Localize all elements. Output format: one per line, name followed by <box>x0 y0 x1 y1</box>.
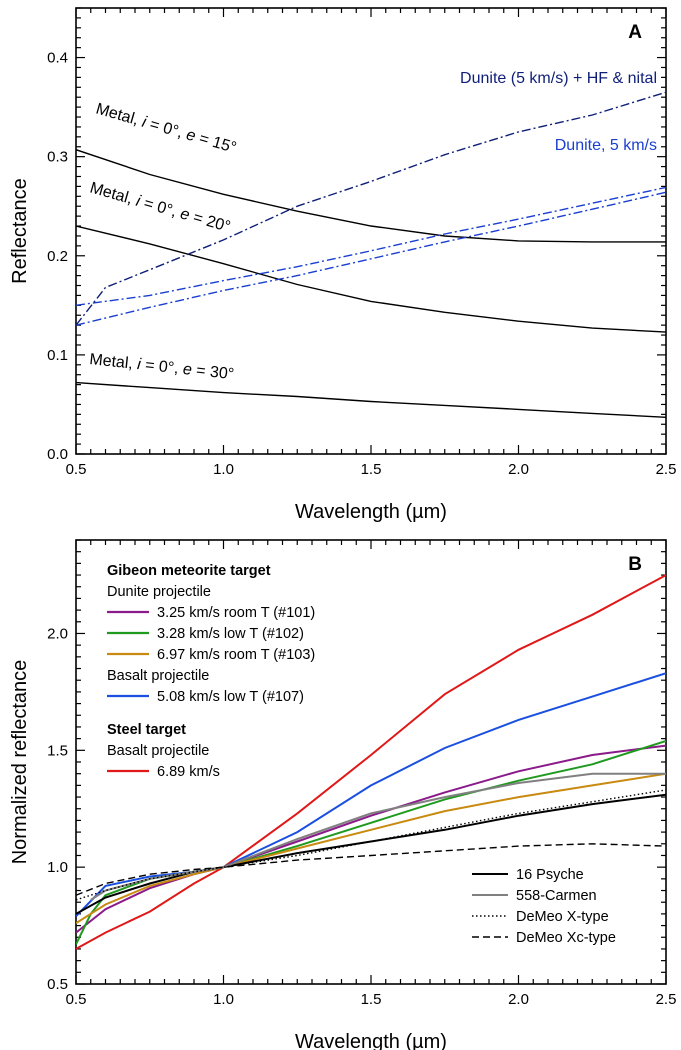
y-tick-label: 1.5 <box>47 742 68 759</box>
series-line-dunite-hf <box>76 91 666 326</box>
legend-label: DeMeo X-type <box>516 909 609 925</box>
y-axis-title: Reflectance <box>9 178 31 284</box>
x-tick-label: 1.0 <box>213 461 234 478</box>
y-tick-label: 0.3 <box>47 149 68 166</box>
y-tick-label: 0.2 <box>47 248 68 265</box>
legend-label: 558-Carmen <box>516 888 597 904</box>
legend-subheading: Dunite projectile <box>107 584 211 600</box>
annotation-metal15: Metal, i = 0°, e = 15° <box>94 101 238 157</box>
x-tick-label: 1.0 <box>213 991 234 1008</box>
x-tick-label: 1.5 <box>361 461 382 478</box>
annotation-dunite: Dunite, 5 km/s <box>555 137 657 154</box>
legend-label: 6.97 km/s room T (#103) <box>157 647 315 663</box>
annotation-part: Metal, <box>88 180 139 210</box>
x-tick-label: 0.5 <box>66 991 87 1008</box>
panel-label: A <box>628 22 642 43</box>
series-line-6-97-km-s-room-t-103- <box>76 772 666 925</box>
x-tick-label: 2.5 <box>656 461 677 478</box>
annotation-part: i <box>140 114 149 131</box>
x-tick-label: 2.0 <box>508 461 529 478</box>
x-tick-label: 2.5 <box>656 991 677 1008</box>
legend-label: 3.25 km/s room T (#101) <box>157 605 315 621</box>
legend-subheading: Basalt projectile <box>107 668 209 684</box>
y-tick-label: 0.0 <box>47 446 68 463</box>
legend-label: DeMeo Xc-type <box>516 930 616 946</box>
x-tick-label: 2.0 <box>508 991 529 1008</box>
annotation-part: i <box>134 193 143 210</box>
series-line-3-25-km-s-room-t-101- <box>76 744 666 934</box>
panel-b-chart: 0.5 1.0 1.5 2.0 2.5 0.5 1.0 1.5 2.0 Wavelength (µ… <box>9 539 677 1050</box>
annotation-part: = 20° <box>187 208 232 236</box>
legend-heading: Steel target <box>107 722 186 738</box>
series-line-demeo-xc-type <box>76 843 666 896</box>
series-line-6-89-km-s <box>76 574 666 950</box>
series-line-metal20 <box>76 225 666 333</box>
series-line-558-carmen <box>90 772 666 901</box>
series-line-dunite-b <box>76 191 666 326</box>
legend-label: 5.08 km/s low T (#107) <box>157 689 304 705</box>
y-tick-label: 1.0 <box>47 859 68 876</box>
annotation-part: e <box>182 361 193 379</box>
series-line-dunite-a <box>76 186 666 306</box>
x-tick-label: 0.5 <box>66 461 87 478</box>
annotation-part: = 0°, <box>140 356 184 377</box>
series-line-metal15 <box>76 149 666 243</box>
legend-label: 3.28 km/s low T (#102) <box>157 626 304 642</box>
legend-label: 16 Psyche <box>516 867 584 883</box>
annotation-part: = 15° <box>193 129 238 157</box>
annotation-part: Metal, <box>94 101 145 131</box>
annotation-part: i <box>136 356 142 373</box>
x-axis-title: Wavelength (µm) <box>295 501 447 523</box>
annotation-metal30: Metal, i = 0°, e = 30° <box>89 351 235 383</box>
annotation-part: = 30° <box>191 362 235 383</box>
series-line-16-psyche <box>76 793 666 915</box>
annotation-part: Metal, <box>89 351 139 373</box>
panel-a-chart: 0.5 1.0 1.5 2.0 2.5 0.0 0.1 0.2 0.3 0.4 Wavelength… <box>9 7 677 523</box>
y-tick-label: 0.5 <box>47 976 68 993</box>
y-tick-label: 0.4 <box>47 50 68 67</box>
series-line-5-08-km-s-low-t-107- <box>76 672 666 917</box>
series-line-demeo-x-type <box>76 789 666 901</box>
x-tick-label: 1.5 <box>361 991 382 1008</box>
annotation-part: = 0°, <box>137 194 182 222</box>
legend-label: 6.89 km/s <box>157 764 220 780</box>
panel-label: B <box>628 554 642 575</box>
annotation-dunitehf: Dunite (5 km/s) + HF & nital <box>460 70 657 87</box>
y-tick-label: 2.0 <box>47 625 68 642</box>
series-line-metal30 <box>76 381 666 418</box>
x-axis-title: Wavelength (µm) <box>295 1031 447 1050</box>
annotation-part: = 0°, <box>143 115 188 143</box>
y-tick-label: 0.1 <box>47 347 68 364</box>
legend-subheading: Basalt projectile <box>107 743 209 759</box>
annotation-metal20: Metal, i = 0°, e = 20° <box>88 180 232 236</box>
legend-heading: Gibeon meteorite target <box>107 563 271 579</box>
y-axis-title: Normalized reflectance <box>9 660 31 865</box>
